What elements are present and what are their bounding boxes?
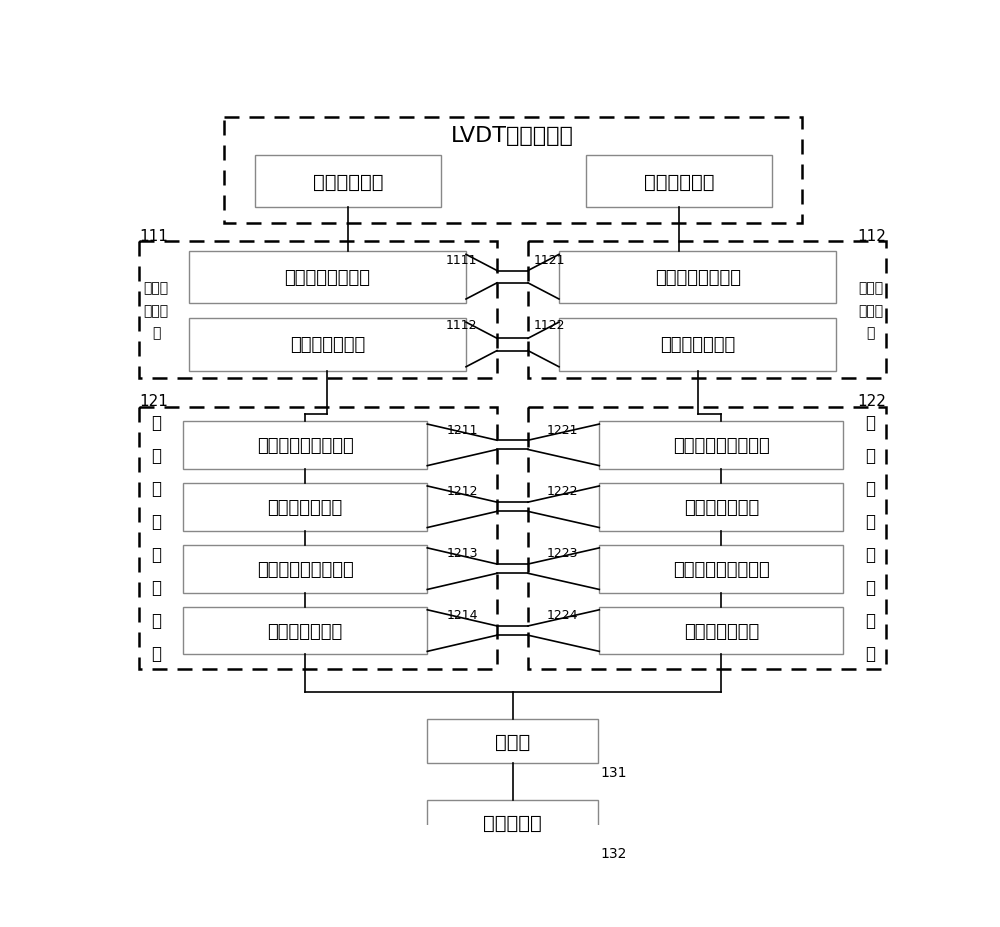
Text: 第一符号数转换单元: 第一符号数转换单元 xyxy=(257,437,354,454)
Text: 波: 波 xyxy=(866,578,876,597)
Text: 111: 111 xyxy=(139,228,168,243)
Text: 号: 号 xyxy=(866,513,876,530)
Text: 滤: 滤 xyxy=(151,546,161,564)
Text: 电: 电 xyxy=(151,612,161,629)
Text: 第二符号数转换单元: 第二符号数转换单元 xyxy=(673,437,770,454)
Bar xyxy=(528,242,886,379)
Text: 第: 第 xyxy=(866,413,876,432)
Bar xyxy=(189,319,466,371)
Text: 号: 号 xyxy=(151,513,161,530)
Text: LVDT位移传感器: LVDT位移传感器 xyxy=(451,126,574,146)
Text: 1112: 1112 xyxy=(446,319,478,332)
Bar xyxy=(183,422,427,469)
Text: 131: 131 xyxy=(601,765,627,779)
Text: 信: 信 xyxy=(151,479,161,498)
Text: 第一带通滤波器: 第一带通滤波器 xyxy=(268,498,343,516)
Text: 第一模数转换器: 第一模数转换器 xyxy=(290,337,365,354)
Text: 121: 121 xyxy=(139,394,168,409)
Text: 第二绝对值求取单元: 第二绝对值求取单元 xyxy=(673,560,770,578)
Bar xyxy=(586,156,772,209)
Text: 1213: 1213 xyxy=(447,547,478,560)
Bar xyxy=(183,483,427,531)
Text: 第二模数转换器: 第二模数转换器 xyxy=(660,337,735,354)
Text: 路: 路 xyxy=(151,644,161,663)
Text: 信: 信 xyxy=(866,479,876,498)
Bar xyxy=(224,118,802,223)
Text: 132: 132 xyxy=(601,846,627,860)
Text: 1122: 1122 xyxy=(533,319,565,332)
Text: 滤: 滤 xyxy=(866,546,876,564)
Text: 电: 电 xyxy=(866,612,876,629)
Bar xyxy=(427,800,598,845)
Text: 第一预
处理电
路: 第一预 处理电 路 xyxy=(143,281,169,340)
Text: 1211: 1211 xyxy=(447,423,478,436)
Text: 波: 波 xyxy=(151,578,161,597)
Bar xyxy=(599,607,843,654)
Text: 第一低通滤波器: 第一低通滤波器 xyxy=(268,622,343,640)
Bar xyxy=(599,545,843,593)
Bar xyxy=(559,251,836,303)
Text: 第一绝对值求取单元: 第一绝对值求取单元 xyxy=(257,560,354,578)
Text: 第二带通滤波器: 第二带通滤波器 xyxy=(684,498,759,516)
Text: 1212: 1212 xyxy=(447,485,478,498)
Text: 1221: 1221 xyxy=(547,423,578,436)
Bar xyxy=(599,483,843,531)
Bar xyxy=(189,251,466,303)
Text: 第: 第 xyxy=(151,413,161,432)
Bar xyxy=(139,242,497,379)
Text: 第一查找器: 第一查找器 xyxy=(483,813,542,832)
Bar xyxy=(599,422,843,469)
Text: 第二低通滤波器: 第二低通滤波器 xyxy=(684,622,759,640)
Bar xyxy=(427,718,598,764)
Bar xyxy=(183,545,427,593)
Text: 第一次级线圈: 第一次级线圈 xyxy=(313,172,383,192)
Text: 1111: 1111 xyxy=(446,254,478,267)
Text: 122: 122 xyxy=(857,394,886,409)
Text: 二: 二 xyxy=(866,447,876,464)
Bar xyxy=(528,407,886,669)
Bar xyxy=(183,607,427,654)
Text: 1223: 1223 xyxy=(547,547,578,560)
Text: 1222: 1222 xyxy=(547,485,578,498)
Text: 第一信号调理电路: 第一信号调理电路 xyxy=(284,269,370,286)
Text: 第二次级线圈: 第二次级线圈 xyxy=(644,172,714,192)
Text: 第二信号调理电路: 第二信号调理电路 xyxy=(655,269,741,286)
Text: 1224: 1224 xyxy=(547,609,578,622)
Text: 112: 112 xyxy=(857,228,886,243)
Text: 路: 路 xyxy=(866,644,876,663)
Text: 减法器: 减法器 xyxy=(495,731,530,751)
Text: 一: 一 xyxy=(151,447,161,464)
Text: 1121: 1121 xyxy=(533,254,565,267)
Text: 第二预
处理电
路: 第二预 处理电 路 xyxy=(858,281,883,340)
Bar xyxy=(559,319,836,371)
Bar xyxy=(255,156,441,209)
Bar xyxy=(139,407,497,669)
Text: 1214: 1214 xyxy=(447,609,478,622)
